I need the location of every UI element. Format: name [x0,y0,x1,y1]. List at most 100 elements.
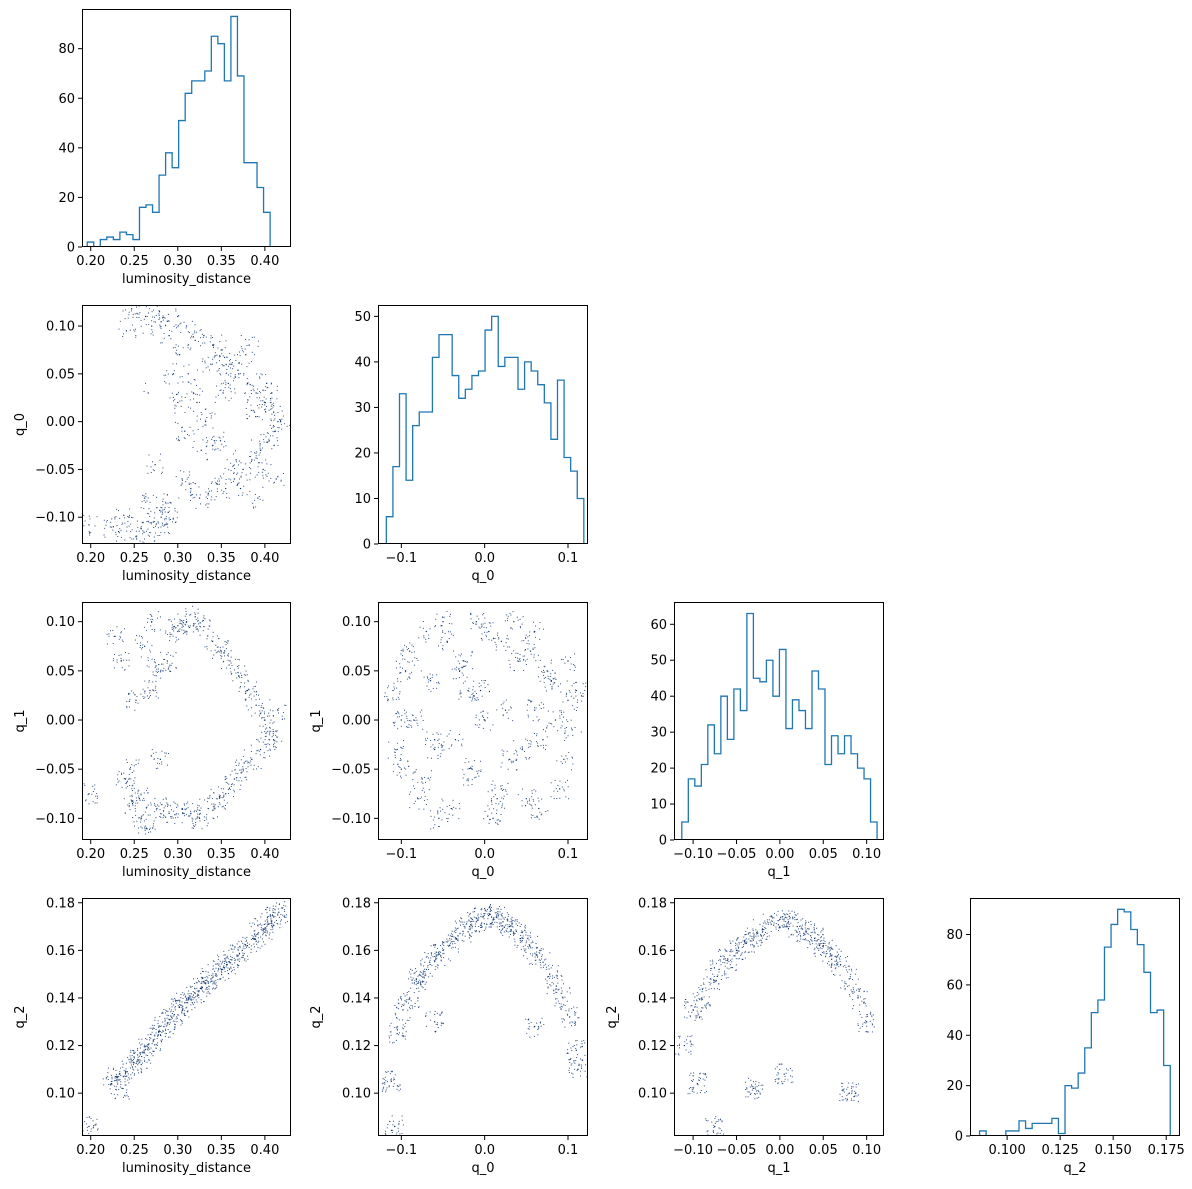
scatter-point [146,828,148,830]
scatter-point [266,463,268,465]
scatter-point [250,764,252,766]
scatter-point [763,934,765,936]
scatter-point [153,536,155,538]
scatter-point [270,915,272,917]
scatter-point [442,649,444,651]
plot-area [83,605,287,835]
scatter-point [471,918,473,920]
scatter-point [213,818,215,820]
scatter-point [439,755,441,757]
scatter-point [90,532,92,534]
scatter-point [492,780,494,782]
scatter-point [129,785,131,786]
scatter-point [231,363,233,365]
scatter-point [553,983,555,985]
scatter-point [129,514,131,516]
scatter-point [170,1011,172,1013]
scatter-point [131,764,133,766]
scatter-point [128,665,130,667]
scatter-point [470,941,472,943]
scatter-point [253,385,255,387]
scatter-point [442,631,444,633]
scatter-point [527,937,529,939]
scatter-point [530,814,532,816]
scatter-point [183,1010,185,1012]
scatter-point [130,1057,132,1059]
scatter-point [562,1021,564,1023]
scatter-point [530,932,532,934]
scatter-point [276,730,278,732]
scatter-point [411,660,413,662]
scatter-point [124,1078,126,1080]
scatter-point [572,1046,574,1048]
scatter-point [539,950,541,952]
scatter-point [202,971,204,973]
scatter-point [429,972,431,974]
scatter-point [439,1015,441,1017]
scatter-point [238,690,240,692]
scatter-point [435,1030,437,1032]
scatter-point [138,797,140,799]
scatter-point [413,719,415,721]
scatter-point [233,380,234,382]
scatter-point [194,339,196,341]
scatter-point [423,791,425,793]
scatter-point [211,988,213,990]
scatter-point [191,817,193,819]
scatter-point [167,373,169,375]
scatter-point [259,376,261,378]
scatter-point [237,958,239,960]
scatter-point [443,952,445,954]
scatter-point [126,526,128,528]
scatter-point [866,1021,868,1023]
scatter-point [271,924,273,926]
scatter-point [265,927,267,929]
scatter-point [227,642,229,644]
scatter-point [468,933,470,935]
scatter-point [176,327,178,329]
scatter-point [119,320,121,322]
scatter-point [236,943,238,945]
scatter-point [743,944,745,946]
scatter-point [584,1070,586,1072]
scatter-point [225,478,227,480]
scatter-point [156,668,158,670]
scatter-point [119,1072,121,1074]
scatter-point [214,808,216,810]
scatter-point [118,1089,120,1091]
scatter-point [126,530,128,532]
scatter-point [238,675,240,677]
scatter-point [449,615,451,617]
scatter-point [262,499,264,501]
scatter-point [196,810,198,812]
scatter-point [168,510,170,512]
scatter-point [263,923,265,925]
scatter-point [166,662,168,664]
scatter-point [163,815,165,817]
scatter-point [169,664,171,666]
scatter-point [232,480,234,482]
scatter-point [420,981,422,983]
scatter-point [507,617,509,619]
x-tick-label: −0.1 [386,847,418,862]
scatter-point [161,1011,163,1013]
scatter-point [457,938,459,940]
scatter-point [260,916,262,918]
scatter-point [398,698,400,700]
scatter-point [266,387,268,389]
scatter-point [128,700,130,702]
scatter-point [255,935,257,937]
scatter-point [142,646,144,648]
scatter-point [148,1043,150,1045]
scatter-point [154,1038,156,1040]
scatter-point [183,321,185,323]
scatter-point [178,1006,180,1008]
scatter-point [560,711,562,713]
scatter-point [421,986,423,988]
scatter-point [218,368,220,370]
scatter-point [129,693,131,695]
scatter-point [189,426,191,428]
scatter-point [275,747,277,749]
scatter-point [437,813,439,815]
scatter-point [395,698,397,700]
